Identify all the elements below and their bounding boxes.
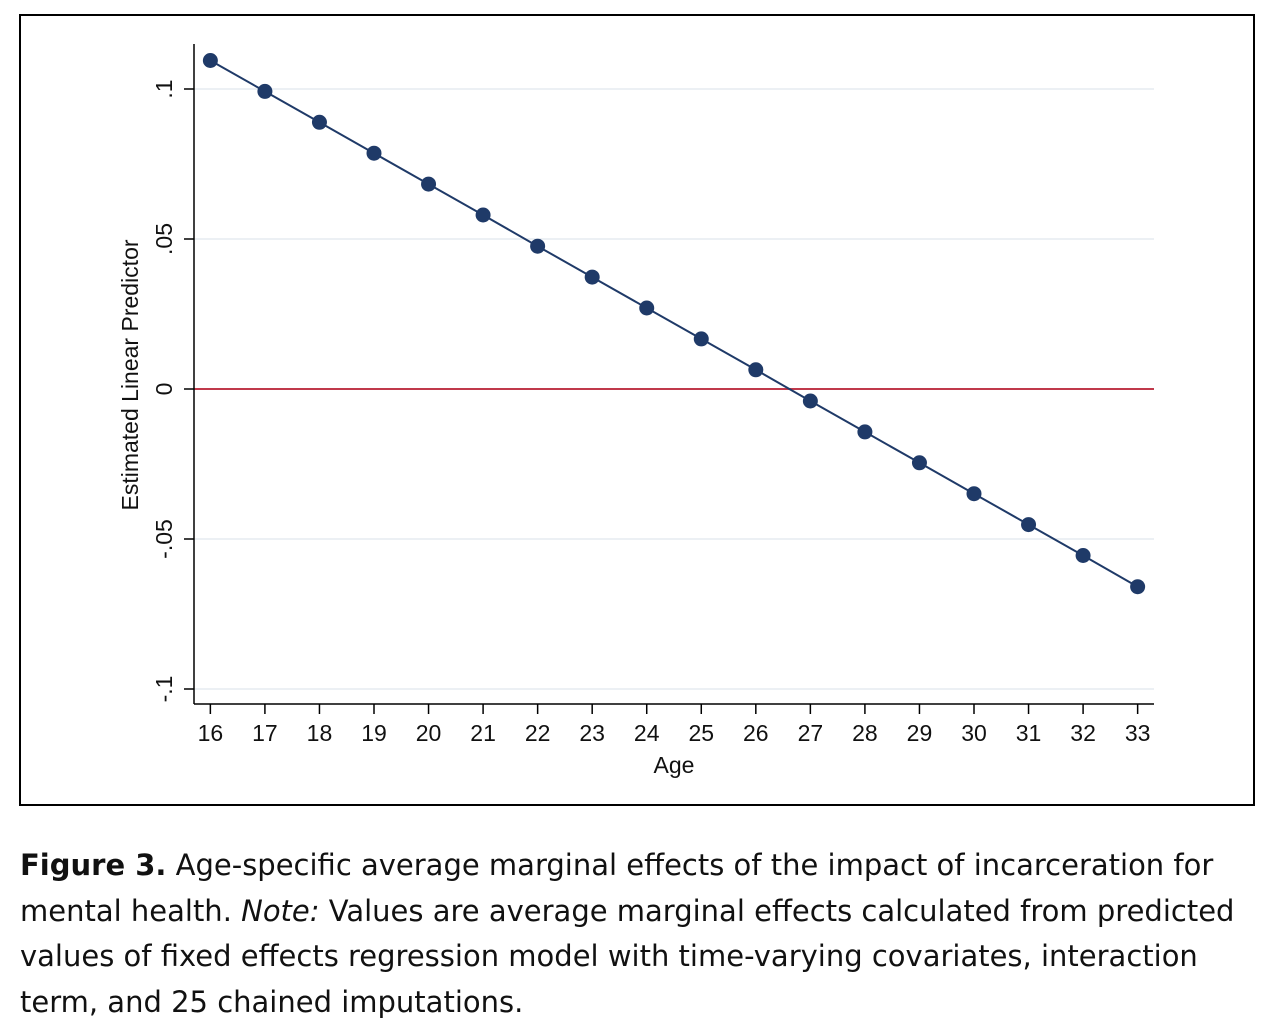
x-tick-label: 33 (1125, 720, 1151, 746)
data-point (1130, 579, 1146, 595)
x-tick-label: 18 (307, 720, 333, 746)
data-point (475, 207, 491, 223)
y-tick-label: .05 (151, 223, 177, 255)
data-point (421, 176, 437, 192)
figure-caption: Figure 3. Age-specific average marginal … (20, 843, 1260, 1025)
caption-text: Age-specific average marginal effects of… (20, 848, 1214, 928)
axis-labels: Age Estimated Linear Predictor (117, 239, 694, 778)
x-tick-label: 30 (961, 720, 987, 746)
y-axis-label: Estimated Linear Predictor (117, 239, 143, 510)
y-tick-label: .1 (151, 79, 177, 98)
data-point (366, 145, 382, 161)
chart: .1 .05 0 -.05 -.1 16 17 18 19 20 21 22 23 24 25 26 27 28 2… (117, 44, 1154, 778)
x-tick-label: 24 (634, 720, 660, 746)
series-line (209, 59, 1139, 588)
data-point (257, 83, 273, 99)
figure-frame (19, 14, 1255, 806)
data-point (748, 362, 764, 378)
x-tick-label: 28 (852, 720, 878, 746)
gridlines (194, 88, 1154, 690)
x-tick-label: 26 (743, 720, 769, 746)
x-tick-label: 29 (907, 720, 933, 746)
x-tick-label: 17 (252, 720, 278, 746)
y-tick-label: -.05 (151, 519, 177, 559)
x-axis-label: Age (654, 752, 695, 778)
data-point (911, 455, 927, 471)
data-point (857, 424, 873, 440)
data-point (1075, 548, 1091, 563)
data-point (966, 486, 982, 502)
data-point (802, 393, 818, 409)
data-point (311, 114, 327, 130)
x-tick-label: 22 (525, 720, 551, 746)
data-point (202, 53, 218, 68)
data-point (584, 269, 600, 285)
x-tick-label: 21 (470, 720, 496, 746)
x-tick-label: 32 (1070, 720, 1096, 746)
data-point (1021, 517, 1037, 533)
caption-note-label: Note: (241, 893, 320, 928)
data-series (202, 53, 1146, 595)
x-tick-label: 25 (688, 720, 714, 746)
caption-note-text: Values are average marginal effects calc… (20, 893, 1235, 1019)
x-tick-label: 20 (416, 720, 442, 746)
y-tick-label: 0 (151, 383, 177, 396)
x-tick-label: 16 (198, 720, 224, 746)
x-tick-label: 23 (579, 720, 605, 746)
caption-label: Figure 3. (20, 848, 167, 882)
data-point (530, 238, 546, 254)
x-tick-label: 19 (361, 720, 387, 746)
data-point (639, 300, 655, 316)
x-tick-label: 31 (1016, 720, 1042, 746)
axes: .1 .05 0 -.05 -.1 16 17 18 19 20 21 22 23 24 25 26 27 28 2… (151, 44, 1154, 746)
y-tick-label: -.1 (151, 676, 177, 703)
x-tick-label: 27 (798, 720, 824, 746)
data-point (693, 331, 709, 347)
